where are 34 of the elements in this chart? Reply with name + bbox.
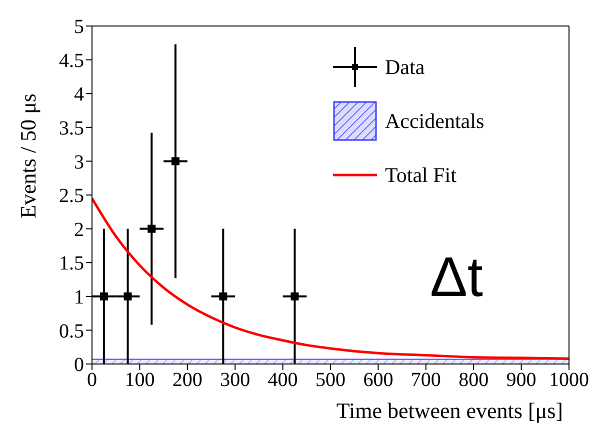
y-tick-label: 4.5 [59,50,84,72]
y-tick-label: 5 [74,16,84,38]
legend-label: Accidentals [385,108,484,134]
x-tick-label: 700 [410,369,441,392]
x-tick-label: 600 [363,369,394,392]
y-tick-label: 3 [74,151,84,174]
y-tick-label: 0 [74,354,84,376]
point [290,292,299,300]
y-tick-label: 2.5 [59,185,84,208]
point [219,292,228,300]
x-tick-label: 500 [316,369,346,392]
y-tick-label: 1 [74,286,84,308]
point [148,224,156,233]
x-axis-title: Time between events [μs] [336,398,563,423]
line-series [92,197,569,360]
x-tick-label: 900 [506,369,536,392]
x-tick-label: 100 [124,369,155,392]
y-axis-title: Events / 50 μs [16,94,41,218]
y-tick-label: 2 [74,218,84,241]
x-tick-label: 200 [172,369,202,392]
point [124,292,132,300]
y-tick-label: 1.5 [59,252,84,275]
legend-label: Data [385,54,425,80]
x-tick-label: 400 [268,369,298,392]
legend-label: Total Fit [385,162,456,188]
point [171,157,180,166]
annotation: Δt [430,245,483,309]
x-tick-label: 1000 [549,369,589,392]
x-tick-label: 300 [220,369,250,392]
y-tick-label: 4 [74,84,84,106]
point [100,292,108,300]
x-tick-label: 800 [458,369,489,392]
y-tick-label: 3.5 [59,118,84,140]
y-tick-label: 0.5 [59,320,84,342]
